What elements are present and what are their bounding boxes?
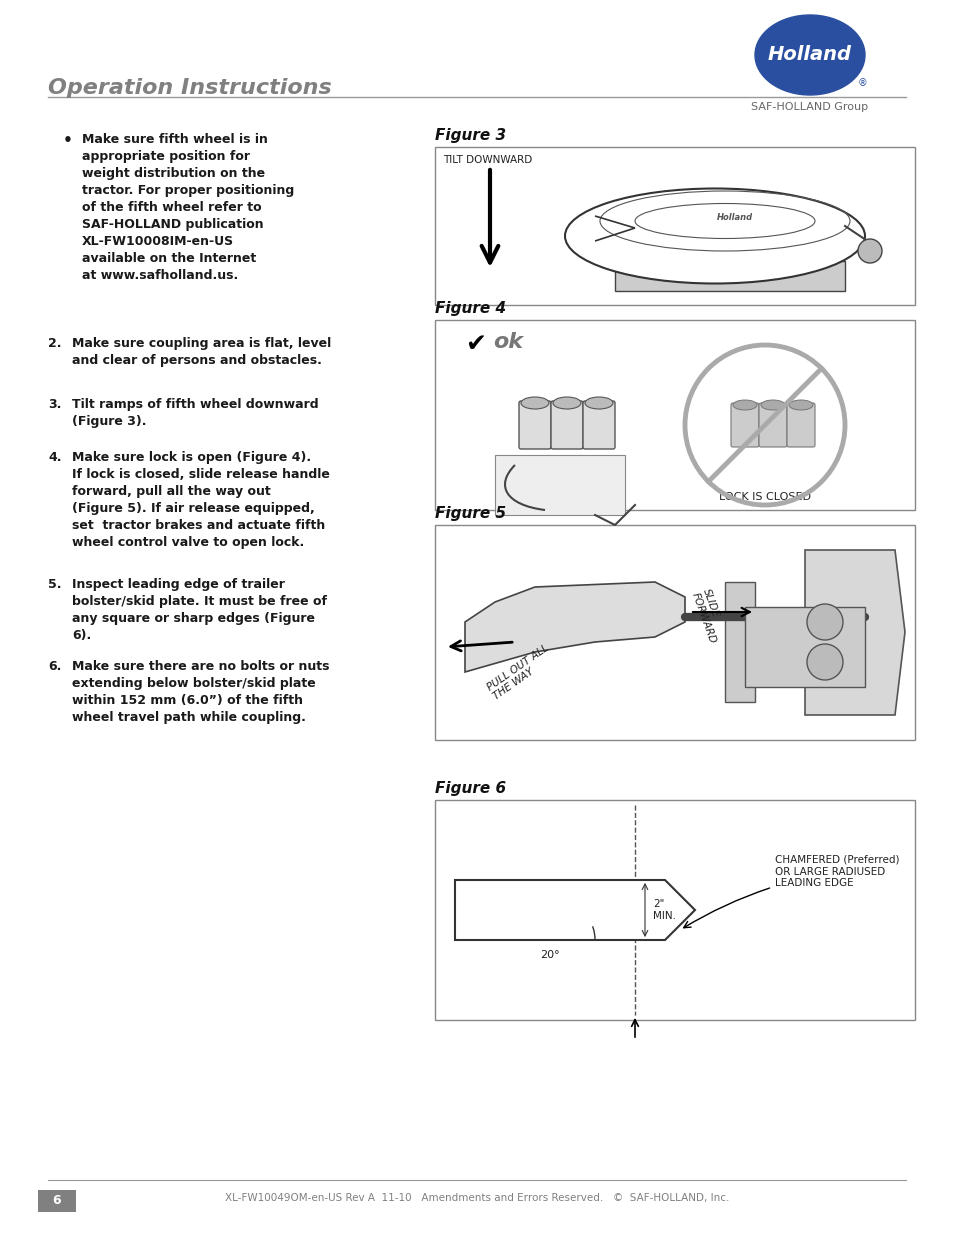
Circle shape: [806, 604, 842, 640]
FancyBboxPatch shape: [744, 606, 864, 687]
Text: Figure 4: Figure 4: [435, 301, 506, 316]
Text: Make sure fifth wheel is in
appropriate position for
weight distribution on the
: Make sure fifth wheel is in appropriate …: [82, 133, 294, 282]
FancyBboxPatch shape: [724, 582, 754, 701]
Text: 5.: 5.: [48, 578, 61, 592]
FancyBboxPatch shape: [435, 800, 914, 1020]
Text: 2"
MIN.: 2" MIN.: [652, 899, 676, 921]
FancyBboxPatch shape: [518, 401, 551, 450]
FancyBboxPatch shape: [551, 401, 582, 450]
Text: SAF-HOLLAND Group: SAF-HOLLAND Group: [751, 103, 867, 112]
Text: 4.: 4.: [48, 451, 61, 464]
Text: Figure 5: Figure 5: [435, 506, 506, 521]
FancyBboxPatch shape: [435, 147, 914, 305]
Text: PULL OUT ALL
THE WAY: PULL OUT ALL THE WAY: [484, 642, 557, 701]
Text: CHAMFERED (Preferred)
OR LARGE RADIUSED
LEADING EDGE: CHAMFERED (Preferred) OR LARGE RADIUSED …: [683, 855, 899, 927]
Text: ✔: ✔: [464, 332, 485, 356]
Ellipse shape: [564, 189, 864, 284]
Text: Holland: Holland: [717, 214, 752, 222]
Text: XL-FW10049OM-en-US Rev A  11-10   Amendments and Errors Reserved.   ©  SAF-HOLLA: XL-FW10049OM-en-US Rev A 11-10 Amendment…: [225, 1193, 728, 1203]
FancyBboxPatch shape: [435, 320, 914, 510]
Ellipse shape: [520, 396, 548, 409]
Text: 20°: 20°: [539, 950, 559, 960]
Text: 6: 6: [52, 1193, 61, 1207]
Text: Operation Instructions: Operation Instructions: [48, 78, 332, 98]
Text: ok: ok: [493, 332, 522, 352]
Text: Figure 6: Figure 6: [435, 781, 506, 797]
Polygon shape: [464, 582, 684, 672]
Text: LOCK IS CLOSED: LOCK IS CLOSED: [719, 492, 810, 501]
Text: Make sure there are no bolts or nuts
extending below bolster/skid plate
within 1: Make sure there are no bolts or nuts ext…: [71, 659, 329, 724]
FancyBboxPatch shape: [786, 403, 814, 447]
Polygon shape: [804, 550, 904, 715]
Text: Make sure coupling area is flat, level
and clear of persons and obstacles.: Make sure coupling area is flat, level a…: [71, 337, 331, 367]
FancyBboxPatch shape: [759, 403, 786, 447]
FancyBboxPatch shape: [730, 403, 759, 447]
Text: Tilt ramps of fifth wheel downward
(Figure 3).: Tilt ramps of fifth wheel downward (Figu…: [71, 398, 318, 429]
Polygon shape: [455, 881, 695, 940]
Ellipse shape: [732, 400, 757, 410]
Text: •: •: [63, 133, 72, 148]
FancyBboxPatch shape: [582, 401, 615, 450]
Text: 3.: 3.: [48, 398, 61, 411]
FancyBboxPatch shape: [38, 1191, 76, 1212]
FancyBboxPatch shape: [615, 261, 844, 291]
Text: 6.: 6.: [48, 659, 61, 673]
Ellipse shape: [788, 400, 812, 410]
Ellipse shape: [553, 396, 580, 409]
Text: Inspect leading edge of trailer
bolster/skid plate. It must be free of
any squar: Inspect leading edge of trailer bolster/…: [71, 578, 327, 642]
Text: SLIDE
FORWARD: SLIDE FORWARD: [689, 587, 728, 645]
Text: Figure 3: Figure 3: [435, 128, 506, 143]
FancyBboxPatch shape: [435, 525, 914, 740]
Text: ®: ®: [858, 78, 867, 88]
Ellipse shape: [584, 396, 613, 409]
FancyBboxPatch shape: [495, 454, 624, 515]
Text: Holland: Holland: [767, 46, 851, 64]
Circle shape: [806, 643, 842, 680]
Circle shape: [857, 240, 882, 263]
Text: Make sure lock is open (Figure 4).
If lock is closed, slide release handle
forwa: Make sure lock is open (Figure 4). If lo…: [71, 451, 330, 550]
Text: TILT DOWNWARD: TILT DOWNWARD: [442, 156, 532, 165]
Ellipse shape: [760, 400, 784, 410]
Text: 2.: 2.: [48, 337, 61, 350]
Ellipse shape: [754, 15, 864, 95]
